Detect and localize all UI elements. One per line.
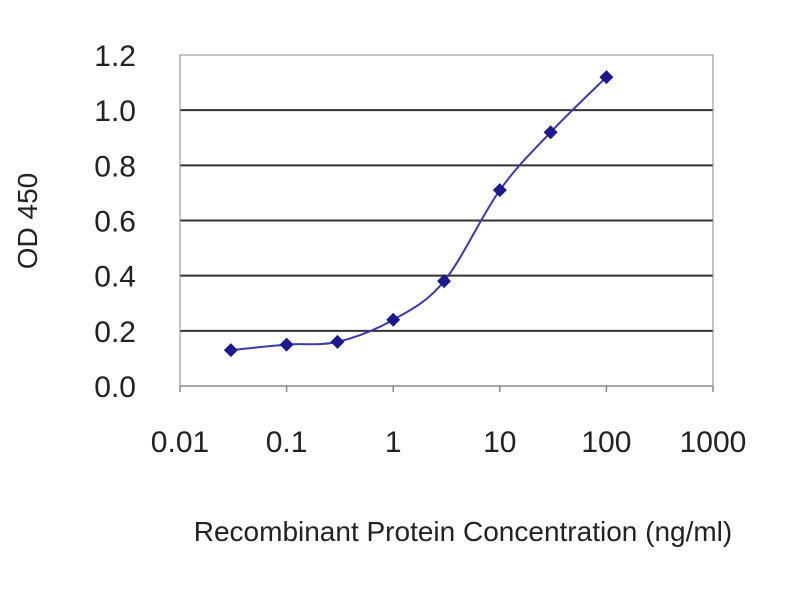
y-tick-label: 0.6 — [94, 206, 136, 239]
data-point-marker — [279, 337, 294, 352]
x-tick-label: 1000 — [680, 426, 747, 459]
y-tick-label: 1.0 — [94, 95, 136, 128]
data-point-marker — [543, 125, 558, 140]
series-layer — [223, 70, 614, 358]
series-line — [230, 76, 608, 352]
data-point-marker — [223, 343, 238, 358]
x-tick-label: 10 — [483, 426, 516, 459]
x-tick-label: 0.1 — [266, 426, 308, 459]
grid-layer — [180, 109, 713, 332]
x-tick-label: 0.01 — [151, 426, 209, 459]
y-tick-label: 0.8 — [94, 150, 136, 183]
data-point-marker — [492, 183, 507, 198]
x-axis-title: Recombinant Protein Concentration (ng/ml… — [194, 516, 732, 547]
x-tick-label: 1 — [385, 426, 402, 459]
y-tick-label: 0.4 — [94, 261, 136, 294]
y-axis-title: OD 450 — [12, 173, 43, 270]
x-tick-label: 100 — [581, 426, 631, 459]
y-tick-label: 1.2 — [94, 40, 136, 73]
data-point-marker — [599, 70, 614, 85]
data-point-marker — [386, 312, 401, 327]
y-tick-label: 0.2 — [94, 316, 136, 349]
data-point-marker — [437, 274, 452, 289]
x-axis: 0.01 0.1 1 10 100 1000 — [151, 385, 747, 459]
data-point-marker — [330, 334, 345, 349]
y-axis: 0.0 0.2 0.4 0.6 0.8 1.0 1.2 — [94, 40, 136, 404]
y-tick-label: 0.0 — [94, 371, 136, 404]
